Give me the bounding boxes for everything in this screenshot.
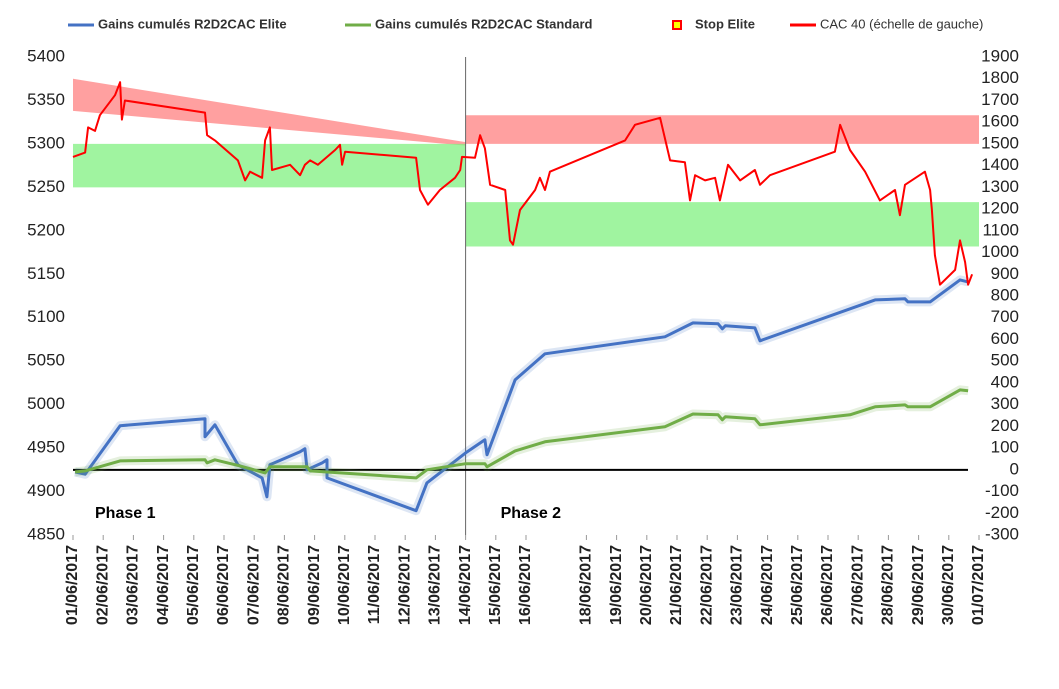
y2-tick-label: 500	[991, 351, 1019, 370]
y2-tick-label: 200	[991, 416, 1019, 435]
y2-tick-label: -200	[985, 503, 1019, 522]
y2-tick-label: 100	[991, 438, 1019, 457]
y-tick-label: 4850	[27, 524, 65, 543]
series-line	[74, 388, 969, 480]
y-tick-label: 5350	[27, 90, 65, 109]
x-tick-label: 01/07/2017	[970, 545, 987, 625]
x-tick-label: 12/06/2017	[396, 545, 413, 625]
x-tick-label: 09/06/2017	[306, 545, 323, 625]
x-tick-label: 18/06/2017	[578, 545, 595, 625]
x-tick-label: 16/06/2017	[517, 545, 534, 625]
x-tick-label: 23/06/2017	[729, 545, 746, 625]
y2-tick-label: 1000	[981, 242, 1019, 261]
y-tick-label: 5100	[27, 307, 65, 326]
y2-tick-label: -300	[985, 524, 1019, 543]
x-tick-label: 19/06/2017	[608, 545, 625, 625]
x-tick-label: 26/06/2017	[819, 545, 836, 625]
y2-tick-label: 1400	[981, 155, 1019, 174]
y-tick-label: 5250	[27, 177, 65, 196]
x-tick-label: 21/06/2017	[668, 545, 685, 625]
y2-tick-label: 1600	[981, 112, 1019, 131]
y-tick-label: 4950	[27, 438, 65, 457]
y-tick-label: 5400	[27, 46, 65, 65]
x-tick-label: 01/06/2017	[64, 545, 81, 625]
legend-label: Gains cumulés R2D2CAC Standard	[375, 16, 593, 31]
y2-tick-label: -100	[985, 481, 1019, 500]
x-tick-label: 28/06/2017	[880, 545, 897, 625]
y2-tick-label: 700	[991, 307, 1019, 326]
x-tick-label: 24/06/2017	[759, 545, 776, 625]
x-tick-label: 25/06/2017	[789, 545, 806, 625]
x-tick-label: 05/06/2017	[185, 545, 202, 625]
x-tick-label: 30/06/2017	[940, 545, 957, 625]
y-tick-label: 5000	[27, 394, 65, 413]
annotation: Phase 1	[95, 505, 156, 522]
series-line	[74, 278, 969, 513]
x-tick-label: 13/06/2017	[427, 545, 444, 625]
y2-tick-label: 1300	[981, 177, 1019, 196]
x-tick-label: 15/06/2017	[487, 545, 504, 625]
y2-tick-label: 600	[991, 329, 1019, 348]
y2-tick-label: 1500	[981, 133, 1019, 152]
x-tick-label: 08/06/2017	[276, 545, 293, 625]
y-tick-label: 4900	[27, 481, 65, 500]
x-tick-label: 14/06/2017	[457, 545, 474, 625]
x-tick-label: 29/06/2017	[910, 545, 927, 625]
band	[73, 143, 466, 188]
x-tick-label: 10/06/2017	[336, 545, 353, 625]
x-tick-label: 06/06/2017	[215, 545, 232, 625]
y2-tick-label: 800	[991, 285, 1019, 304]
x-tick-label: 04/06/2017	[155, 545, 172, 625]
band	[465, 115, 980, 144]
y2-tick-label: 0	[1010, 459, 1019, 478]
band	[73, 78, 466, 146]
x-tick-label: 27/06/2017	[849, 545, 866, 625]
y2-tick-label: 1800	[981, 68, 1019, 87]
series-line	[72, 81, 974, 286]
y2-tick-label: 900	[991, 264, 1019, 283]
legend-label: Stop Elite	[695, 16, 755, 31]
y-tick-label: 5300	[27, 133, 65, 152]
legend-marker	[672, 20, 682, 30]
legend-label: CAC 40 (échelle de gauche)	[820, 16, 983, 31]
y2-tick-label: 1100	[982, 220, 1019, 239]
y2-tick-label: 400	[991, 372, 1019, 391]
y-tick-label: 5050	[27, 351, 65, 370]
annotation: Phase 2	[501, 505, 562, 522]
y-tick-label: 5150	[27, 264, 65, 283]
y-tick-label: 5200	[27, 220, 65, 239]
legend-label: Gains cumulés R2D2CAC Elite	[98, 16, 287, 31]
band	[465, 202, 980, 247]
x-tick-label: 11/06/2017	[366, 545, 383, 624]
x-tick-label: 22/06/2017	[698, 545, 715, 625]
x-tick-label: 07/06/2017	[245, 545, 262, 625]
y2-tick-label: 1700	[981, 90, 1019, 109]
x-tick-label: 02/06/2017	[94, 545, 111, 625]
y2-tick-label: 1900	[981, 46, 1019, 65]
x-tick-label: 20/06/2017	[638, 545, 655, 625]
x-tick-label: 03/06/2017	[125, 545, 142, 625]
y2-tick-label: 1200	[981, 199, 1019, 218]
y2-tick-label: 300	[991, 394, 1019, 413]
